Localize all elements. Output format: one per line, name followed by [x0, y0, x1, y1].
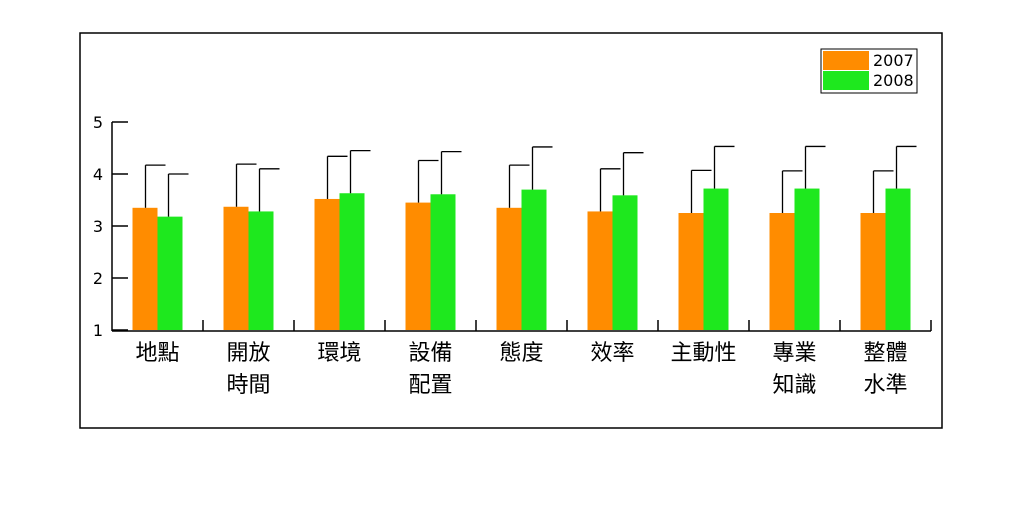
y-tick-label: 5	[93, 113, 103, 132]
y-tick-label: 2	[93, 269, 103, 288]
legend-label: 2008	[873, 71, 914, 90]
bar	[885, 188, 911, 330]
bar	[521, 189, 547, 330]
x-tick-label: 主動性	[670, 341, 736, 366]
bar	[612, 195, 638, 330]
bar	[405, 202, 431, 330]
x-tick-label: 專業知識	[772, 341, 816, 398]
bar	[587, 211, 613, 330]
bar	[223, 206, 249, 330]
bar	[132, 207, 158, 330]
bar	[703, 188, 729, 330]
bar	[794, 188, 820, 330]
legend-swatch	[823, 71, 869, 90]
x-tick-label: 效率	[590, 341, 634, 366]
x-tick-label: 開放時間	[226, 341, 270, 398]
bar	[769, 213, 795, 330]
bar	[678, 213, 704, 330]
bar	[860, 213, 886, 330]
y-tick-label: 4	[93, 165, 103, 184]
bar	[248, 211, 274, 330]
x-tick-label: 環境	[317, 341, 361, 366]
y-tick-label: 3	[93, 217, 103, 236]
legend-swatch	[823, 51, 869, 70]
x-tick-label: 地點	[135, 341, 179, 366]
legend-label: 2007	[873, 51, 914, 70]
x-tick-label: 態度	[499, 341, 543, 366]
bar	[314, 198, 340, 330]
bar	[157, 216, 183, 330]
bar	[430, 194, 456, 330]
x-tick-label: 設備配置	[408, 341, 452, 398]
y-tick-label: 1	[93, 321, 103, 340]
bar	[339, 193, 365, 330]
bar	[496, 207, 522, 330]
x-tick-label: 整體水準	[863, 341, 907, 398]
